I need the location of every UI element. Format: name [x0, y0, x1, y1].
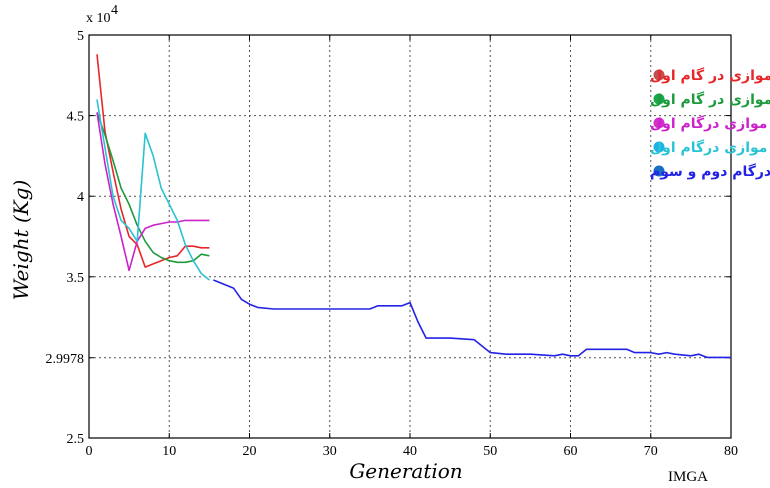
x-tick-label: 60 — [564, 444, 578, 459]
y-axis-label: Weight (Kg) — [9, 180, 33, 301]
grid-lines — [89, 35, 731, 438]
legend-marker — [653, 141, 665, 153]
series-line-5 — [213, 279, 731, 359]
legend-label: جامعه موازی درگام اول — [650, 139, 770, 156]
legend-label: جامعه موازی درگام اول — [650, 115, 770, 132]
x-tick-label: 50 — [483, 444, 497, 459]
y-multiplier-exponent: 4 — [111, 3, 118, 18]
x-tick-label: 20 — [243, 444, 257, 459]
series-line-2 — [96, 112, 210, 264]
y-tick-label: 4 — [77, 190, 84, 205]
y-tick-label: 3.5 — [67, 271, 85, 286]
legend-marker — [653, 69, 665, 81]
legend-label: جامعه موازی در گام اول — [650, 67, 770, 84]
x-axis-label: Generation — [349, 459, 462, 483]
legend-marker — [653, 93, 665, 105]
x-tick-label: 30 — [323, 444, 337, 459]
x-tick-label: 80 — [724, 444, 738, 459]
legend-marker — [653, 165, 665, 177]
series-line-1 — [96, 54, 210, 268]
x-tick-label: 70 — [644, 444, 658, 459]
figure-caption: IMGA — [668, 469, 708, 485]
legend-label: جامعه موازی در گام اول — [650, 91, 770, 108]
x-tick-label: 10 — [162, 444, 176, 459]
legend: جامعه موازی در گام اول جامعه موازی در گام… — [650, 67, 770, 180]
legend-marker — [653, 117, 665, 129]
y-tick-label: 2.5 — [67, 432, 85, 447]
x-tick-label: 40 — [403, 444, 417, 459]
series-line-4 — [96, 99, 210, 281]
axis-ticks: 0 10 20 30 40 50 60 70 80 2.5 2.9978 3.5 4 4.5 5 — [46, 29, 739, 459]
legend-label: جامعه درگام دوم و سوم — [650, 163, 770, 180]
y-multiplier-label: x 10 — [86, 11, 111, 26]
x-tick-label: 0 — [86, 444, 93, 459]
series-lines — [96, 54, 731, 359]
y-tick-label: 4.5 — [67, 110, 85, 125]
y-tick-label: 2.9978 — [46, 352, 85, 367]
series-line-3 — [96, 112, 210, 272]
y-tick-label: 5 — [77, 29, 84, 44]
